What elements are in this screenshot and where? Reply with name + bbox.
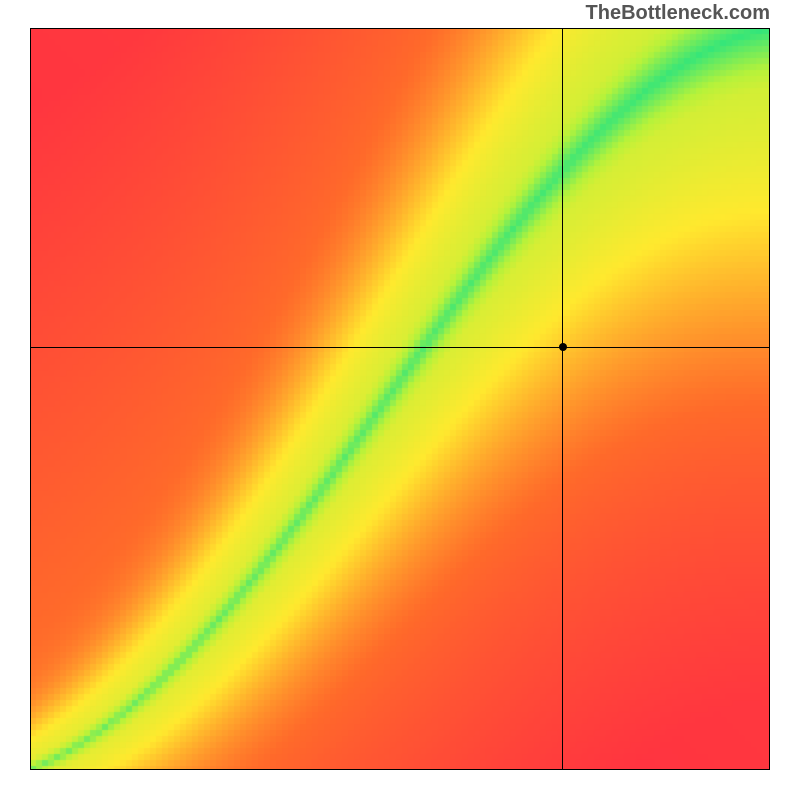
heatmap-canvas (30, 28, 770, 770)
crosshair-vertical (562, 28, 563, 770)
chart-container: TheBottleneck.com (0, 0, 800, 800)
crosshair-horizontal (30, 347, 770, 348)
crosshair-marker-dot (559, 343, 567, 351)
watermark-text: TheBottleneck.com (586, 2, 770, 25)
